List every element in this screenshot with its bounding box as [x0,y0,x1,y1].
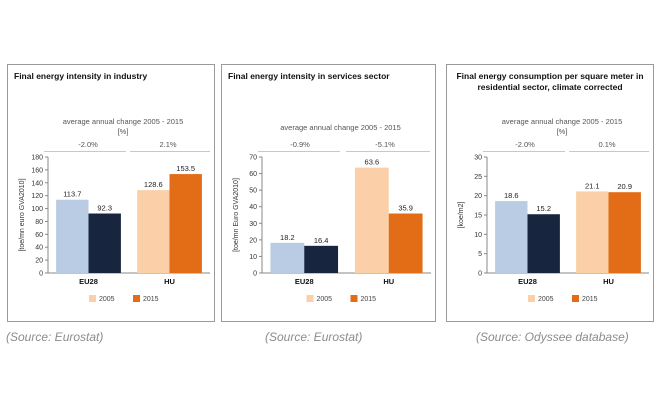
bar-hu-2005 [354,167,389,273]
source-note: (Source: Eurostat) [6,330,104,344]
x-tick-label: EU28 [79,277,98,286]
data-label: 128.6 [144,180,163,189]
bar-eu28-2015 [88,213,121,273]
data-label: 153.5 [176,164,195,173]
y-tick-label: 25 [474,174,482,181]
panel-title: Final energy intensity in industry [14,71,148,81]
avg-change-eu28: -2.0% [78,140,98,149]
y-tick-label: 20 [249,237,257,244]
source-note: (Source: Odyssee database) [476,330,629,344]
bar-eu28-2015 [304,245,339,273]
avg-change-divider [44,151,126,152]
y-tick-label: 30 [474,155,482,162]
data-label: 92.3 [97,204,112,213]
avg-change-unit: [%] [117,127,129,136]
legend-label: 2015 [582,296,598,303]
legend-swatch-2005 [89,295,96,302]
x-tick-label: EU28 [518,277,537,286]
y-axis-label: [toe/mn Euro GVA2010] [233,178,240,252]
y-tick-label: 40 [35,245,43,252]
bar-hu-2005 [137,190,170,273]
legend-label: 2015 [143,296,159,303]
y-tick-label: 160 [31,167,43,174]
avg-change-divider [130,151,210,152]
avg-change-label: average annual change 2005 - 2015 [%] [38,117,208,137]
x-tick-label: HU [164,277,175,286]
x-tick-label: HU [383,277,394,286]
panel-services: Final energy intensity in services secto… [221,64,436,322]
avg-change-divider [346,151,430,152]
avg-change-hu: 2.1% [159,140,177,149]
data-label: 18.6 [504,191,519,200]
data-label: 20.9 [617,182,632,191]
avg-change-label: average annual change 2005 - 2015 [280,123,401,132]
legend-label: 2005 [317,296,333,303]
y-tick-label: 5 [478,251,482,258]
y-tick-label: 80 [35,219,43,226]
legend-swatch-2015 [350,295,358,302]
y-tick-label: 60 [35,232,43,239]
panel-title: Final energy intensity in services secto… [228,71,390,81]
y-tick-label: 50 [249,188,257,195]
y-tick-label: 180 [31,155,43,162]
legend-swatch-2005 [528,295,535,302]
avg-change-hu: 0.1% [598,140,616,149]
panel-residential: Final energy consumption per square mete… [446,64,654,322]
y-tick-label: 20 [474,193,482,200]
data-label: 18.2 [280,233,295,242]
data-label: 35.9 [398,204,413,213]
bar-hu-2015 [169,174,202,273]
avg-change-divider [483,151,565,152]
avg-change-divider [569,151,649,152]
y-axis-label: [koe/m2] [458,202,465,229]
legend-swatch-2005 [306,295,314,302]
bar-chart-industry: 0 20 40 60 80 100 120 140 160 180 [toe/mn euro GVA… [19,155,210,303]
bar-eu28-2005 [56,199,89,273]
y-tick-label: 40 [249,204,257,211]
avg-change-unit: [%] [556,127,568,136]
x-tick-label: HU [603,277,614,286]
avg-change-hu: -5.1% [375,140,395,149]
legend-label: 2015 [361,296,377,303]
x-tick-label: EU28 [295,277,314,286]
data-label: 63.6 [365,158,380,167]
legend-swatch-2015 [133,295,140,302]
y-tick-label: 20 [35,258,43,265]
avg-change-eu28: -2.0% [515,140,535,149]
y-tick-label: 100 [31,206,43,213]
avg-change-eu28: -0.9% [290,140,310,149]
y-tick-label: 0 [478,271,482,278]
y-tick-label: 10 [474,232,482,239]
legend-label: 2005 [99,296,115,303]
y-tick-label: 15 [474,213,482,220]
data-label: 21.1 [585,181,600,190]
bar-eu28-2015 [527,214,560,273]
y-tick-label: 0 [39,271,43,278]
bar-chart-services: 0 10 20 30 40 50 60 70 [toe/mn Euro GVA2010] 18.2… [233,155,431,303]
bar-hu-2015 [388,213,423,273]
avg-change-label: average annual change 2005 - 2015 [%] [477,117,647,137]
y-tick-label: 60 [249,171,257,178]
panel-industry: Final energy intensity in industry avera… [7,64,215,322]
y-tick-label: 10 [249,254,257,261]
data-label: 15.2 [536,204,551,213]
bar-hu-2015 [608,192,641,273]
y-axis-label: [toe/mn euro GVA2010] [19,178,26,251]
source-note: (Source: Eurostat) [265,330,363,344]
bar-eu28-2005 [495,201,528,273]
y-tick-label: 120 [31,193,43,200]
panel-title: Final energy consumption per square mete… [456,71,644,92]
avg-change-divider [258,151,340,152]
data-label: 113.7 [63,190,81,199]
bar-chart-residential: 0 5 10 15 20 25 30 [koe/m2] 18.6 15.2 EU28 21.1 20.9… [458,155,649,303]
y-tick-label: 0 [253,271,257,278]
y-tick-label: 30 [249,221,257,228]
legend-label: 2005 [538,296,554,303]
legend-swatch-2015 [572,295,579,302]
data-label: 16.4 [314,236,329,245]
y-tick-label: 70 [249,155,257,162]
y-tick-label: 140 [31,180,43,187]
bar-hu-2005 [576,191,609,273]
bar-eu28-2005 [270,242,305,273]
